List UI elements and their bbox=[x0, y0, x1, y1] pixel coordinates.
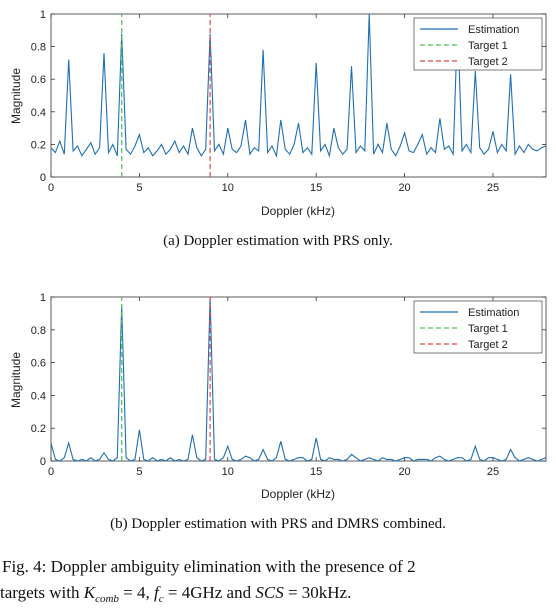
y-tick-label: 0.6 bbox=[31, 358, 46, 370]
x-tick-label: 15 bbox=[310, 182, 322, 194]
x-tick-label: 10 bbox=[222, 466, 234, 478]
series-estimation-line-b bbox=[50, 296, 547, 462]
legend-label: Target 2 bbox=[468, 56, 508, 68]
ylabel-b: Magnitude bbox=[9, 352, 23, 408]
x-tick-label: 0 bbox=[48, 466, 54, 478]
legend-box-b bbox=[413, 300, 543, 354]
y-tick-label: 0.2 bbox=[31, 139, 46, 151]
x-tick-label: 0 bbox=[48, 182, 54, 194]
x-tick-label: 5 bbox=[136, 466, 142, 478]
legend-label: Target 1 bbox=[468, 40, 508, 52]
x-tick-label: 25 bbox=[487, 182, 499, 194]
legend-label: Estimation bbox=[468, 24, 519, 36]
xlabel-b: Doppler (kHz) bbox=[261, 487, 335, 501]
x-tick-label: 15 bbox=[310, 466, 322, 478]
y-tick-label: 1 bbox=[40, 9, 46, 21]
panel-b: Magnitude Doppler (kHz) (b) Doppler esti… bbox=[9, 292, 547, 532]
x-tick-label: 5 bbox=[136, 182, 142, 194]
y-tick-label: 0.4 bbox=[31, 107, 46, 119]
figure-caption-line1: Fig. 4: Doppler ambiguity elimination wi… bbox=[2, 557, 416, 576]
panel-a: Magnitude Doppler (kHz) (a) Doppler esti… bbox=[9, 9, 547, 249]
figure-caption-line2: targets with Kcomb = 4, fc = 4GHz and SC… bbox=[0, 583, 351, 605]
y-tick-label: 0.8 bbox=[31, 325, 46, 337]
y-tick-label: 1 bbox=[40, 292, 46, 304]
y-tick-label: 0 bbox=[40, 456, 46, 468]
y-tick-label: 0.4 bbox=[31, 390, 46, 402]
legend-label: Target 2 bbox=[468, 339, 508, 351]
legend-box-a bbox=[413, 17, 543, 71]
xlabel-a: Doppler (kHz) bbox=[261, 204, 335, 218]
legend-label: Estimation bbox=[468, 307, 519, 319]
y-tick-label: 0.6 bbox=[31, 74, 46, 86]
y-tick-label: 0.2 bbox=[31, 423, 46, 435]
subcaption-a: (a) Doppler estimation with PRS only. bbox=[163, 233, 393, 249]
x-tick-label: 20 bbox=[398, 182, 410, 194]
legend-label: Target 1 bbox=[468, 323, 508, 335]
series-estimation-line-a bbox=[50, 13, 547, 158]
ylabel-a: Magnitude bbox=[9, 68, 23, 124]
x-tick-label: 25 bbox=[487, 466, 499, 478]
y-tick-label: 0 bbox=[40, 172, 46, 184]
y-tick-label: 0.8 bbox=[31, 42, 46, 54]
x-tick-label: 10 bbox=[222, 182, 234, 194]
subcaption-b: (b) Doppler estimation with PRS and DMRS… bbox=[110, 516, 446, 532]
x-tick-label: 20 bbox=[398, 466, 410, 478]
